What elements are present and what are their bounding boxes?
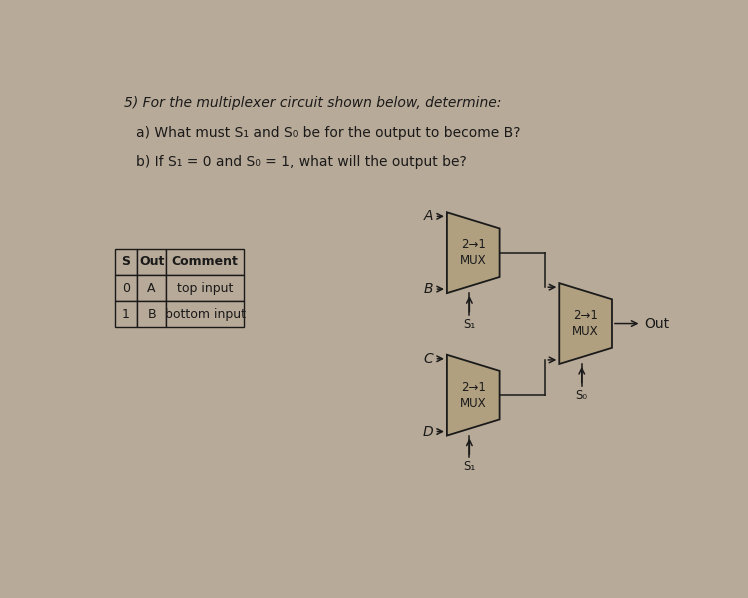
Text: Out: Out [139, 255, 165, 269]
Text: S₁: S₁ [463, 318, 476, 331]
Text: D: D [423, 425, 433, 438]
Text: 5) For the multiplexer circuit shown below, determine:: 5) For the multiplexer circuit shown bel… [124, 96, 502, 111]
Text: C: C [423, 352, 433, 366]
Bar [137, 301, 166, 327]
Text: Out: Out [645, 316, 669, 331]
Text: 2→1
MUX: 2→1 MUX [460, 238, 486, 267]
Text: B: B [147, 308, 156, 321]
Polygon shape [447, 355, 500, 435]
Text: 1: 1 [122, 308, 130, 321]
Text: b) If S₁ = 0 and S₀ = 1, what will the output be?: b) If S₁ = 0 and S₀ = 1, what will the o… [136, 155, 467, 169]
Text: 0: 0 [122, 282, 130, 295]
Bar [166, 249, 244, 275]
Bar [137, 249, 166, 275]
Text: A: A [147, 282, 156, 295]
Bar [115, 301, 137, 327]
Bar [166, 275, 244, 301]
Polygon shape [560, 283, 612, 364]
Text: Comment: Comment [171, 255, 239, 269]
Text: top input: top input [177, 282, 233, 295]
Text: B: B [423, 282, 433, 296]
Text: S: S [121, 255, 131, 269]
Text: bottom input: bottom input [165, 308, 245, 321]
Bar [166, 301, 244, 327]
Text: 2→1
MUX: 2→1 MUX [572, 309, 599, 338]
Text: 2→1
MUX: 2→1 MUX [460, 381, 486, 410]
Text: S₁: S₁ [463, 460, 476, 473]
Bar [137, 275, 166, 301]
Text: S₀: S₀ [576, 389, 588, 402]
Text: a) What must S₁ and S₀ be for the output to become B?: a) What must S₁ and S₀ be for the output… [136, 126, 521, 140]
Bar [115, 275, 137, 301]
Polygon shape [447, 212, 500, 293]
Bar [115, 249, 137, 275]
Text: A: A [423, 209, 433, 223]
